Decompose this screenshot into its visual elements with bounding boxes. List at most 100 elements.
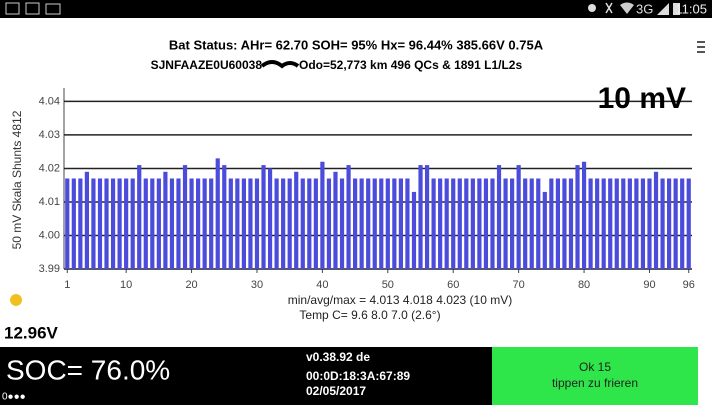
bar (411, 191, 417, 269)
bar (359, 178, 364, 269)
bar (281, 178, 286, 269)
bar (333, 171, 338, 269)
bar (294, 171, 299, 269)
bar (346, 165, 351, 269)
bar (320, 161, 325, 269)
bar (228, 178, 233, 269)
bar (496, 165, 502, 269)
scale-annotation: 10 mV (598, 82, 686, 115)
footer-bar (0, 347, 492, 405)
soc: SOC= 76.0% (6, 354, 170, 385)
bar (326, 178, 332, 269)
voltage: 12.96V (4, 323, 59, 342)
x-tick-label: 10 (120, 279, 132, 291)
chart: 96 90 80 70 60 50 40 30 20 10 1 4.04 4.03 4.02 4.01 4.0… (10, 82, 695, 291)
notification-icon (5, 2, 20, 15)
bar (588, 178, 593, 269)
bar (438, 178, 443, 269)
bar (490, 178, 495, 269)
bar (686, 178, 691, 269)
menu-button[interactable] (697, 41, 705, 53)
button-background (492, 347, 698, 405)
bar (510, 178, 515, 269)
bar (130, 178, 135, 269)
bar (647, 178, 652, 269)
y-axis-label: 50 mV Skala Shunts 4812 (10, 110, 24, 249)
bar (71, 178, 76, 269)
status-bar (0, 0, 712, 18)
bar (680, 178, 685, 269)
bar (575, 165, 580, 269)
bar (379, 178, 384, 269)
bar (634, 178, 639, 269)
date: 02/05/2017 (306, 384, 366, 398)
mac-address: 00:0D:18:3A:67:89 (306, 369, 410, 383)
bar (143, 178, 148, 269)
bar (117, 178, 122, 269)
bar (254, 178, 260, 269)
y-tick-label: 4.03 (39, 129, 60, 141)
bar (202, 178, 207, 269)
bar (274, 178, 279, 269)
y-tick-label: 4.04 (39, 95, 60, 107)
y-tick-label: 3.99 (39, 263, 60, 275)
bar (673, 178, 678, 269)
bar (156, 178, 161, 269)
bar (614, 178, 619, 269)
bar (313, 178, 318, 269)
bar (287, 178, 292, 269)
bar (372, 178, 377, 269)
bar (398, 178, 403, 269)
bar (65, 178, 70, 269)
freeze-button[interactable]: Ok 15 tippen zu frieren (492, 347, 698, 405)
wifi-icon (620, 2, 634, 14)
notification-icon (45, 3, 61, 15)
bar (307, 178, 312, 269)
battery-icon (673, 3, 680, 15)
x-tick-label: 96 (683, 279, 695, 291)
bar (91, 178, 96, 269)
bar (182, 165, 188, 269)
network-type: 3G (636, 1, 653, 16)
bar (470, 178, 475, 269)
bar (418, 165, 423, 269)
bar (568, 178, 574, 269)
x-tick-label: 90 (643, 279, 655, 291)
x-tick-label: 70 (513, 279, 525, 291)
bar (562, 178, 567, 269)
bar (523, 178, 528, 269)
indicator-dots: 0●●● (2, 392, 26, 403)
bar (405, 178, 410, 269)
bar (431, 178, 436, 269)
bar (503, 178, 508, 269)
odometer: Odo=52,773 km 496 QCs & 1891 L1/L2s (299, 58, 522, 72)
bar (124, 178, 129, 269)
temperature: Temp C= 9.6 8.0 7.0 (2.6°) (299, 308, 440, 322)
bar (392, 178, 397, 269)
bar (84, 171, 89, 269)
bar (451, 178, 456, 269)
bar (640, 178, 646, 269)
y-tick-label: 4.00 (39, 229, 60, 241)
bluetooth-icon (605, 2, 613, 14)
button-title: Ok 15 (579, 360, 611, 374)
bar (169, 178, 175, 269)
bar (555, 178, 560, 269)
x-tick-label: 30 (251, 279, 263, 291)
bar (601, 178, 606, 269)
x-tick-label: 50 (382, 279, 394, 291)
bar (627, 178, 632, 269)
bar (104, 178, 109, 269)
bar (189, 178, 194, 269)
bar (621, 178, 626, 269)
button-hint: tippen zu frieren (552, 376, 638, 390)
notification-icon (25, 2, 40, 15)
bar (339, 178, 345, 269)
clock: 11:05 (675, 1, 707, 16)
stats: min/avg/max = 4.013 4.018 4.023 (10 mV) (288, 293, 512, 307)
bar (542, 191, 547, 269)
battery-status: Bat Status: AHr= 62.70 SOH= 95% Hx= 96.4… (169, 37, 544, 52)
signal-icon (657, 3, 669, 15)
